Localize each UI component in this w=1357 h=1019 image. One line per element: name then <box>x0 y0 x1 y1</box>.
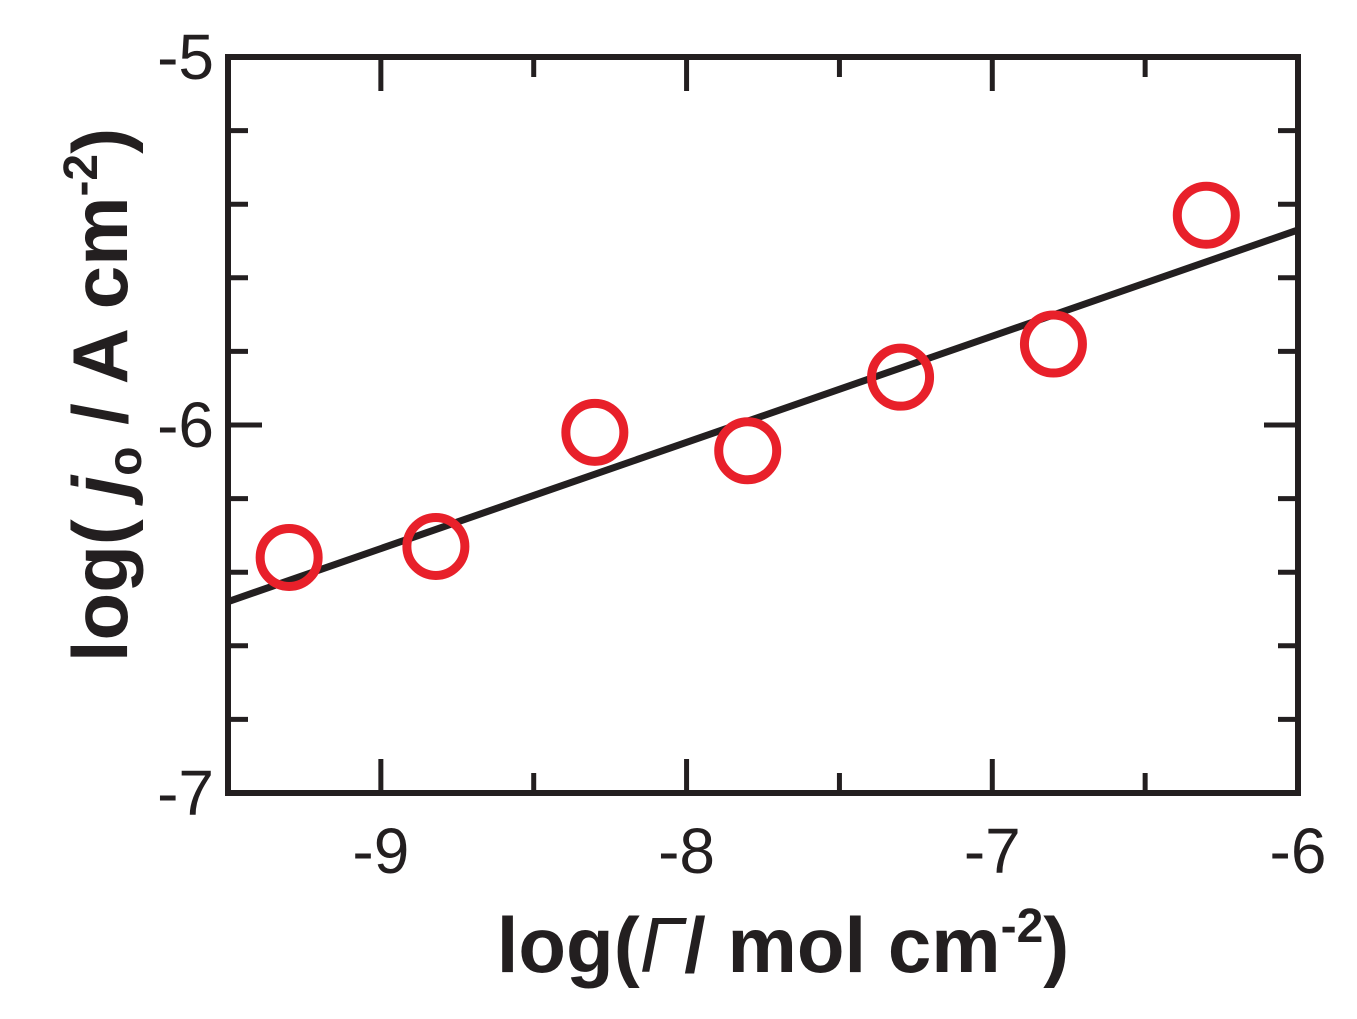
data-point <box>561 398 629 466</box>
x-tick-label: -8 <box>658 815 715 887</box>
y-axis-label: log( jo / A cm-2) <box>55 128 152 662</box>
x-axis-label: log(Γ/ mol cm-2) <box>497 900 1070 989</box>
y-tick-label: -5 <box>157 21 214 93</box>
plot-frame <box>225 54 1301 796</box>
ticklabels-layer: -9 -8 -7 -6 -7 -6 -5 <box>157 21 1326 887</box>
data-point <box>1172 181 1240 249</box>
data-point <box>1019 310 1087 378</box>
x-tick-label: -7 <box>964 815 1021 887</box>
x-axis-label-prefix: log( <box>497 901 640 989</box>
fit-layer <box>226 226 1300 605</box>
x-axis-label-close: ) <box>1043 901 1069 989</box>
x-tick-label: -6 <box>1270 815 1327 887</box>
y-axis-label-symbol: j <box>56 475 144 520</box>
fit-line <box>226 226 1300 605</box>
y-tick-label: -7 <box>157 757 214 829</box>
y-tick-label: -6 <box>157 389 214 461</box>
y-axis-label-prefix: log( <box>56 519 144 662</box>
data-point <box>255 523 323 591</box>
y-axis-label-close: ) <box>56 128 144 154</box>
x-tick-label: -9 <box>352 815 409 887</box>
data-point <box>714 417 782 485</box>
y-axis-label-subscript: o <box>99 447 152 476</box>
x-axis-label-unit: / mol cm <box>684 901 1000 989</box>
x-axis-label-symbol: Γ <box>640 901 688 989</box>
data-point <box>402 512 470 580</box>
data-point <box>867 343 935 411</box>
x-axis-label-exponent: -2 <box>1001 900 1044 953</box>
y-axis-label-exponent: -2 <box>55 154 108 197</box>
y-axis-label-unit: / A cm <box>56 197 144 447</box>
points-layer <box>255 181 1240 591</box>
